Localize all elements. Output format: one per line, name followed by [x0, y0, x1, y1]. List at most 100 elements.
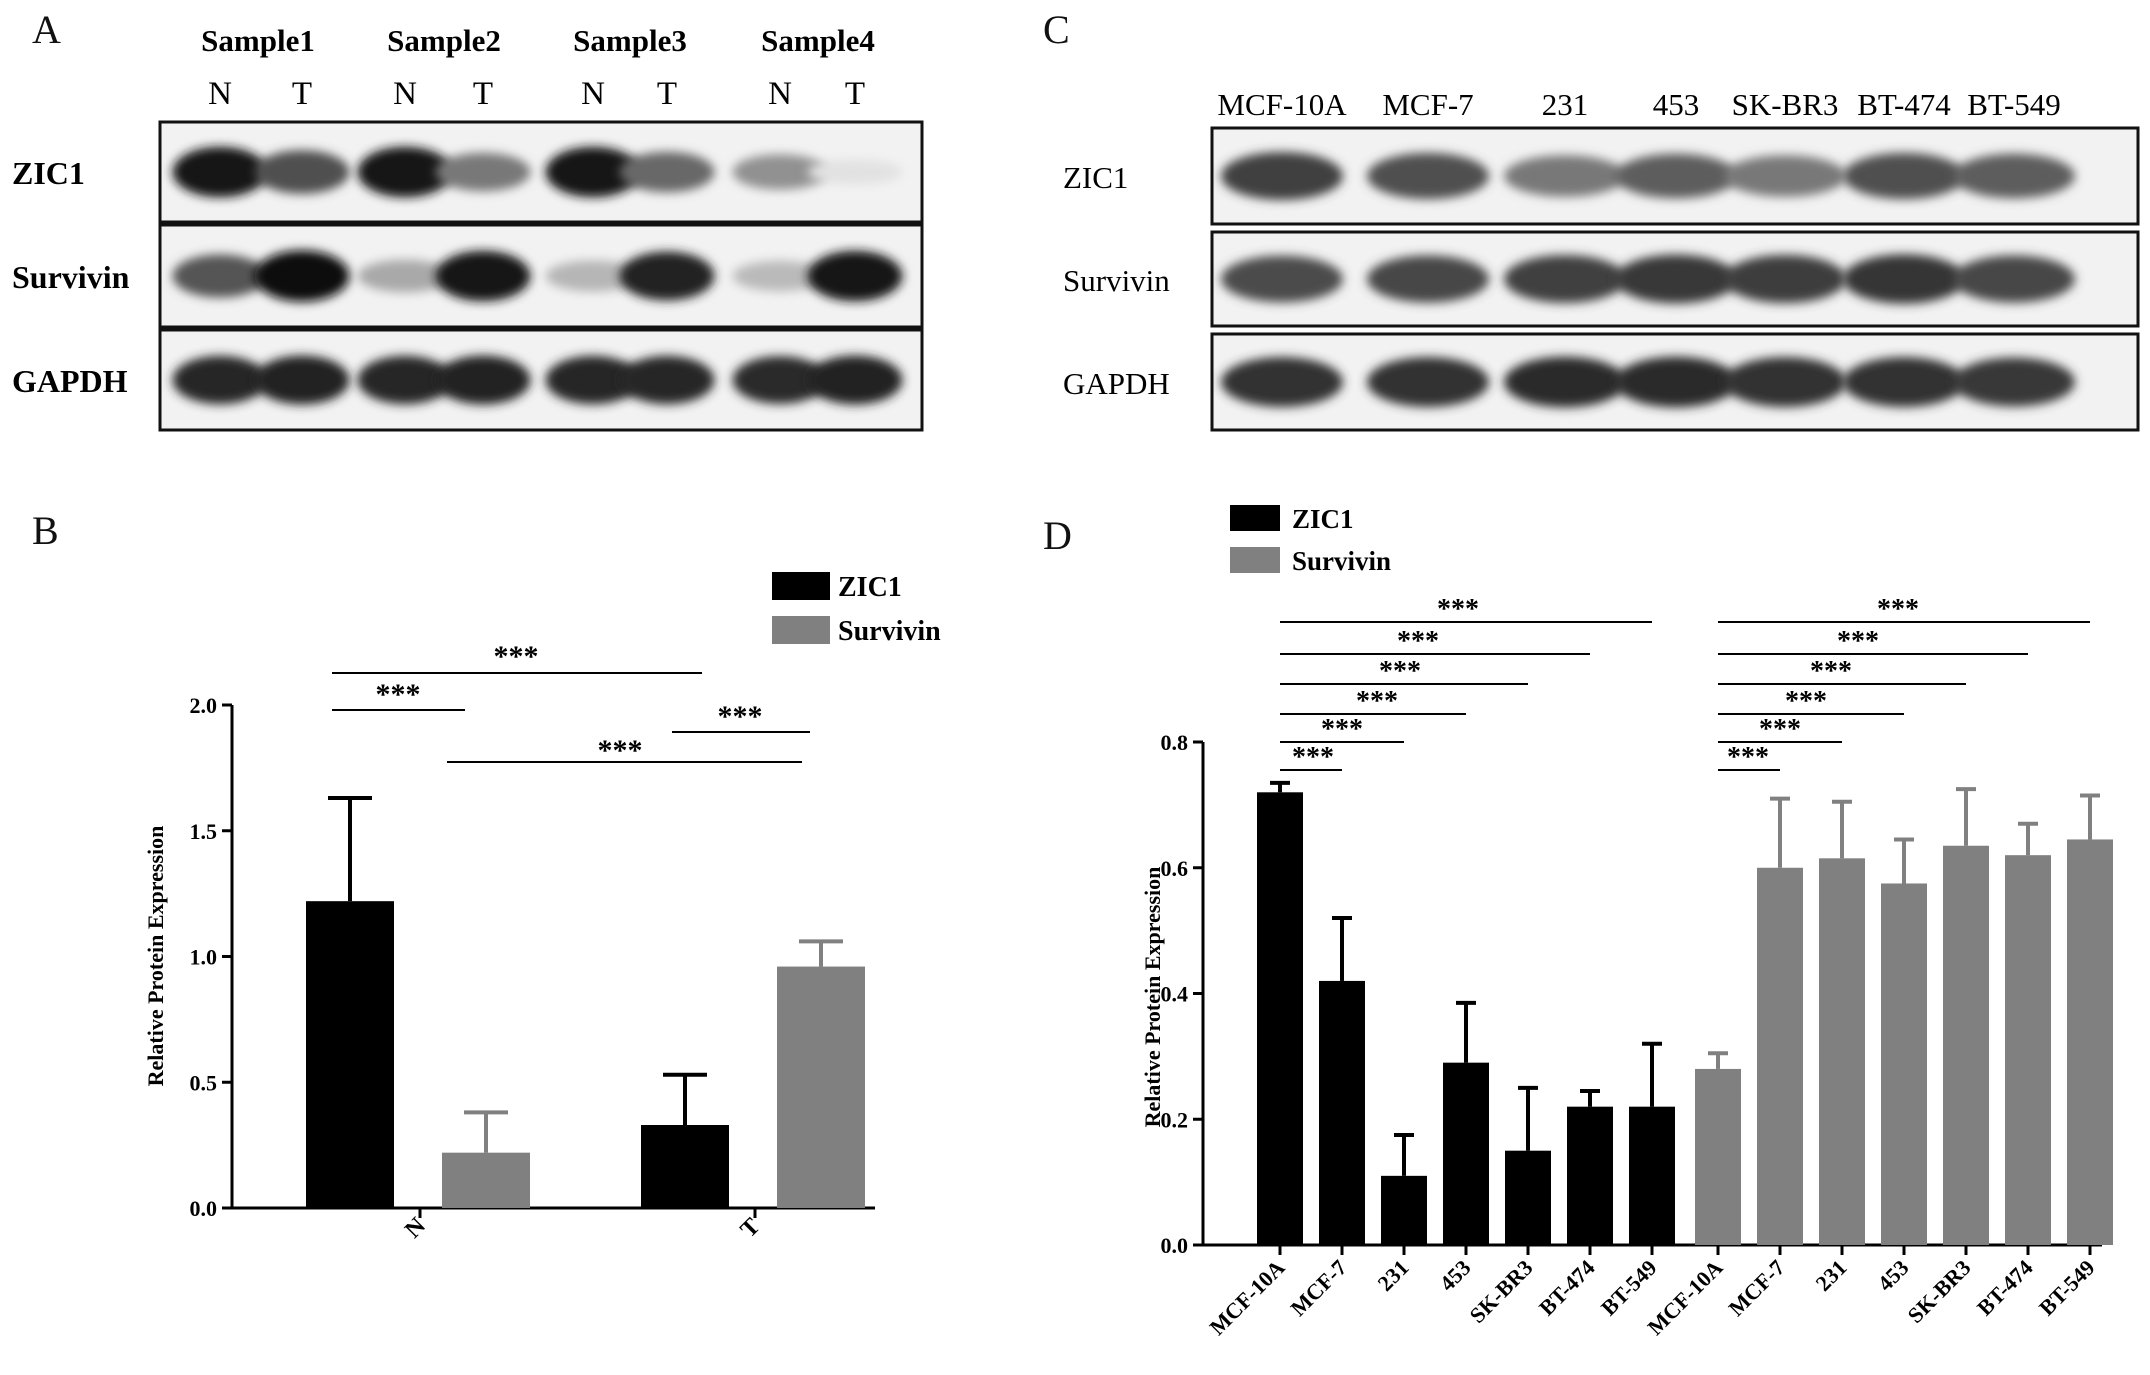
- panel-letter-c: C: [1043, 7, 1070, 52]
- blot-band: [732, 154, 828, 190]
- blot-band: [172, 254, 268, 298]
- lane-label: MCF-7: [1382, 87, 1473, 122]
- blot-band: [1504, 254, 1626, 304]
- blot-band: [807, 355, 903, 405]
- blot-band: [1953, 255, 2075, 303]
- legend-swatch-zic1: [1230, 505, 1280, 531]
- bar-survivin: [442, 1152, 530, 1208]
- significance-marker: ***: [1877, 594, 1919, 625]
- bar-survivin: [2067, 839, 2113, 1245]
- y-tick-label: 0.5: [190, 1070, 218, 1095]
- blot-band: [254, 355, 350, 405]
- blot-band: [1843, 152, 1965, 200]
- x-tick-label: 231: [1373, 1255, 1414, 1296]
- panel-letter-d: D: [1043, 513, 1072, 558]
- bar-survivin: [1819, 858, 1865, 1245]
- bar-zic1: [306, 901, 394, 1208]
- blot-band: [357, 146, 453, 198]
- significance-marker: ***: [376, 678, 421, 711]
- lane-label: 453: [1653, 87, 1700, 122]
- blot-band: [357, 259, 453, 293]
- blot-strip: [158, 120, 924, 224]
- significance-marker: ***: [494, 640, 539, 673]
- x-tick-label: MCF-10A: [1204, 1255, 1289, 1340]
- bar-zic1: [1505, 1150, 1551, 1245]
- legend-label: Survivin: [1292, 546, 1391, 576]
- significance-marker: ***: [1785, 686, 1827, 717]
- blot-band: [1367, 357, 1489, 407]
- y-tick-label: 0.0: [1161, 1233, 1189, 1258]
- bar-zic1: [1443, 1062, 1489, 1245]
- blot-band: [1843, 254, 1965, 304]
- significance-marker: ***: [1437, 594, 1479, 625]
- blot-band: [619, 151, 715, 193]
- lane-label: N: [581, 76, 605, 112]
- x-tick-label: MCF-7: [1723, 1255, 1789, 1321]
- blot-strip: [158, 328, 924, 432]
- legend-label: Survivin: [838, 616, 941, 647]
- sample-label: Sample3: [573, 23, 687, 58]
- blot-band: [807, 159, 903, 185]
- y-tick-label: 0.2: [1161, 1107, 1189, 1132]
- panel-letter-a: A: [32, 7, 61, 52]
- y-tick-label: 1.5: [190, 819, 218, 844]
- blot-band: [1615, 153, 1737, 199]
- lane-label: N: [208, 76, 232, 112]
- blot-band: [619, 355, 715, 405]
- legend-label: ZIC1: [838, 572, 902, 603]
- blot-band: [1504, 356, 1626, 408]
- significance-marker: ***: [1321, 714, 1363, 745]
- x-tick-label: MCF-7: [1285, 1255, 1351, 1321]
- significance-marker: ***: [1356, 686, 1398, 717]
- protein-label: GAPDH: [1063, 366, 1170, 401]
- x-tick-label: 231: [1811, 1255, 1852, 1296]
- protein-label: GAPDH: [12, 363, 128, 399]
- bar-survivin: [1757, 867, 1803, 1245]
- sample-label: Sample4: [761, 23, 875, 58]
- legend-swatch-survivin: [772, 616, 830, 644]
- lane-label: T: [473, 76, 493, 112]
- blot-band: [172, 146, 268, 198]
- significance-marker: ***: [1397, 626, 1439, 657]
- protein-label: Survivin: [12, 259, 130, 295]
- significance-marker: ***: [718, 700, 763, 733]
- significance-marker: ***: [1292, 742, 1334, 773]
- blot-band: [1367, 255, 1489, 303]
- bar-zic1: [1319, 980, 1365, 1245]
- x-tick-label: T: [736, 1213, 766, 1243]
- blot-band: [1615, 254, 1737, 304]
- significance-marker: ***: [1759, 714, 1801, 745]
- x-tick-label: BT-474: [1972, 1255, 2038, 1321]
- significance-marker: ***: [1837, 626, 1879, 657]
- blot-band: [357, 355, 453, 405]
- blot-band: [435, 355, 531, 405]
- blot-band: [732, 356, 828, 404]
- bar-survivin: [777, 966, 865, 1208]
- blot-band: [1843, 357, 1965, 407]
- y-tick-label: 2.0: [190, 693, 218, 718]
- protein-label: ZIC1: [1063, 160, 1128, 195]
- bar-survivin: [1695, 1068, 1741, 1245]
- lane-label: MCF-10A: [1217, 87, 1347, 122]
- blot-band: [1724, 357, 1846, 407]
- sample-label: Sample2: [387, 23, 501, 58]
- y-axis-label: Relative Protein Expression: [143, 826, 168, 1087]
- blot-band: [1367, 152, 1489, 200]
- y-tick-label: 0.0: [190, 1196, 218, 1221]
- x-tick-label: 453: [1873, 1255, 1914, 1296]
- y-tick-label: 0.8: [1161, 730, 1189, 755]
- lane-label: N: [393, 76, 417, 112]
- blot-strip: [158, 223, 924, 329]
- significance-marker: ***: [1727, 742, 1769, 773]
- lane-label: BT-474: [1857, 87, 1951, 122]
- protein-label: ZIC1: [12, 155, 85, 191]
- blot-band: [435, 152, 531, 192]
- blot-band: [1221, 151, 1343, 201]
- significance-marker: ***: [1810, 656, 1852, 687]
- bar-survivin: [2005, 855, 2051, 1245]
- blot-band: [619, 251, 715, 301]
- x-tick-label: BT-474: [1534, 1255, 1600, 1321]
